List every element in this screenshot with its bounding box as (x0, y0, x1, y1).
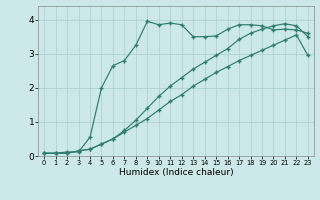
X-axis label: Humidex (Indice chaleur): Humidex (Indice chaleur) (119, 168, 233, 177)
